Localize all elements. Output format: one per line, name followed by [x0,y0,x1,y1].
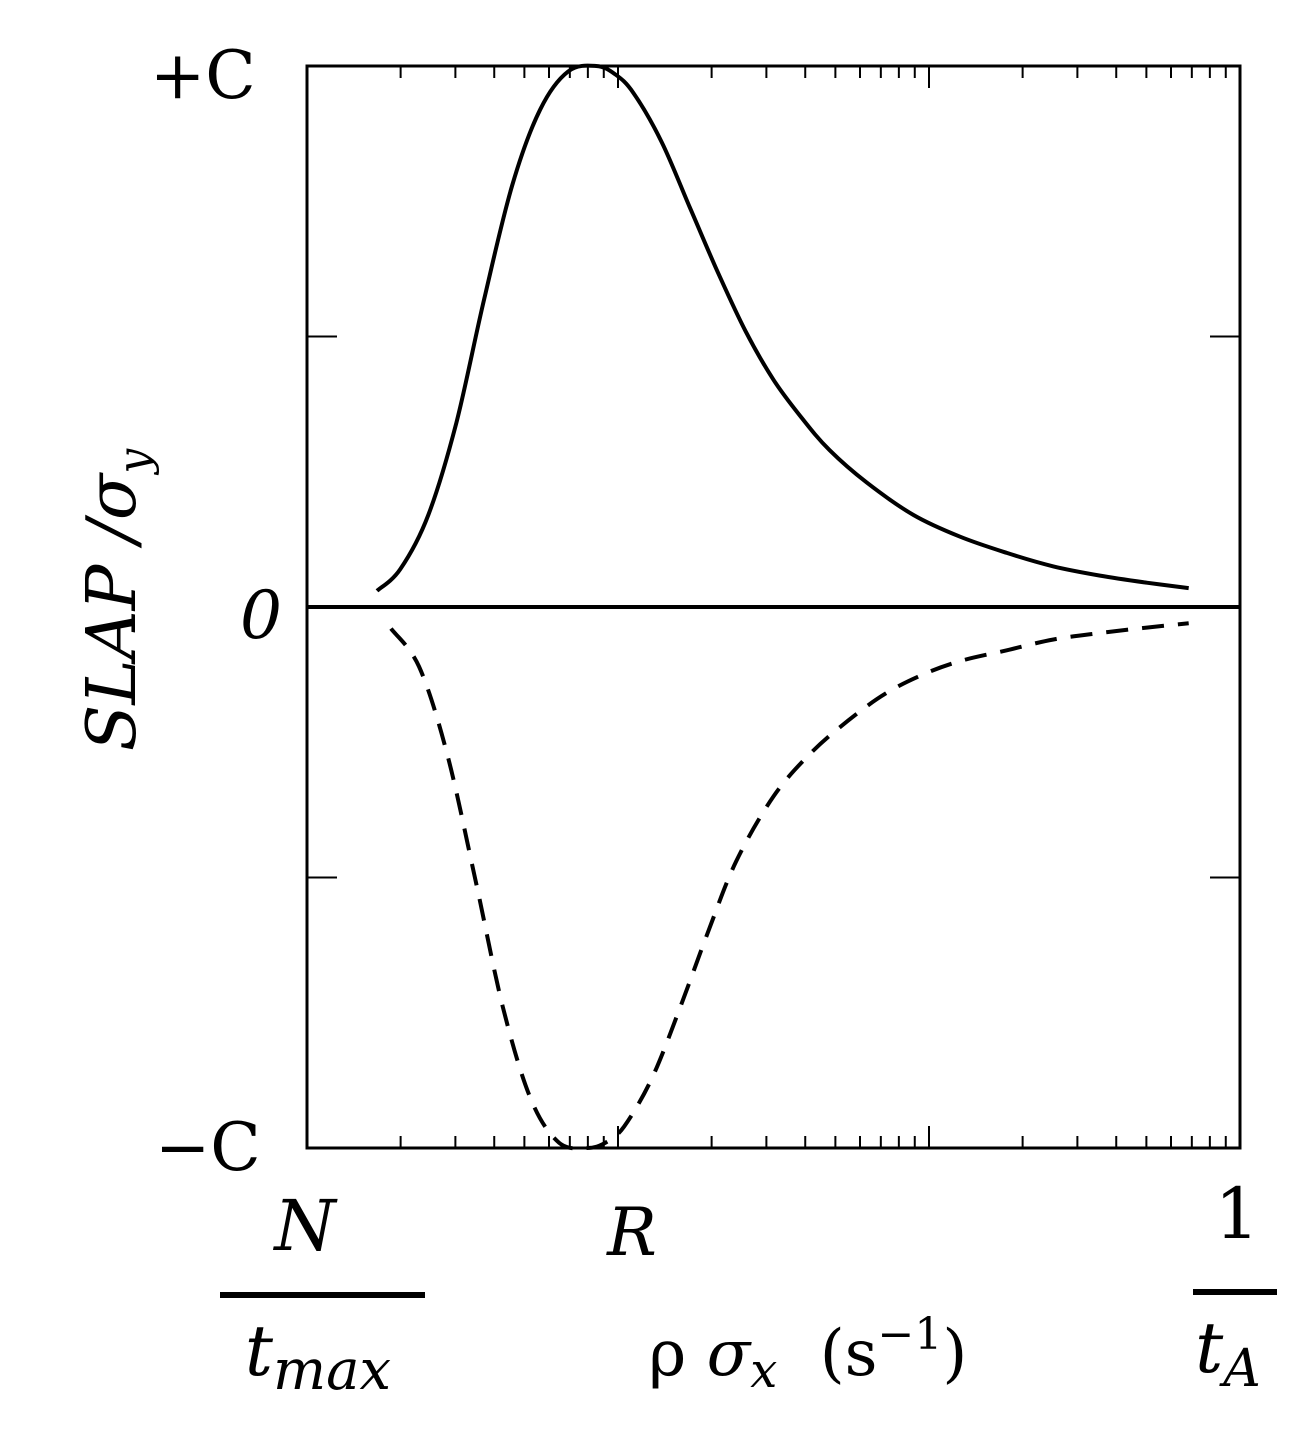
x-tick-right-denominator-sub: A [1219,1339,1261,1399]
y-ticks [307,335,1240,879]
x-tick-middle: R [606,1194,657,1271]
y-tick-top: +C [150,37,256,114]
x-axis-label: ρ σx (s−1) [649,1309,968,1403]
x-axis-label-sigma-sub: x [750,1343,777,1399]
x-tick-left-numerator: N [272,1185,338,1267]
x-axis-label-unit-exp: −1 [878,1309,943,1360]
y-axis-label-sub: y [109,448,160,476]
y-axis-label: SLAP /σy [73,448,160,752]
series-layer [375,63,1189,1151]
y-tick-bottom: −C [155,1109,261,1186]
series-solid-curve [375,63,1189,593]
series-dashed-curve [389,621,1189,1151]
x-axis-label-unit-close: ) [942,1317,967,1391]
y-axis-label-main: SLAP /σ [73,472,152,751]
x-axis-label-sigma: σ [707,1317,753,1391]
y-tick-zero: 0 [240,577,282,654]
x-tick-right-numerator: 1 [1215,1173,1260,1255]
x-tick-right-denominator: tA [1195,1307,1261,1399]
x-tick-left-denominator: tmax [245,1310,391,1403]
x-axis-label-unit-open: (s [820,1317,878,1391]
x-tick-left-denominator-main: t [245,1310,274,1392]
x-tick-left-denominator-sub: max [273,1338,391,1403]
x-tick-right-denominator-main: t [1195,1307,1224,1389]
x-axis-label-rho: ρ [649,1317,687,1391]
